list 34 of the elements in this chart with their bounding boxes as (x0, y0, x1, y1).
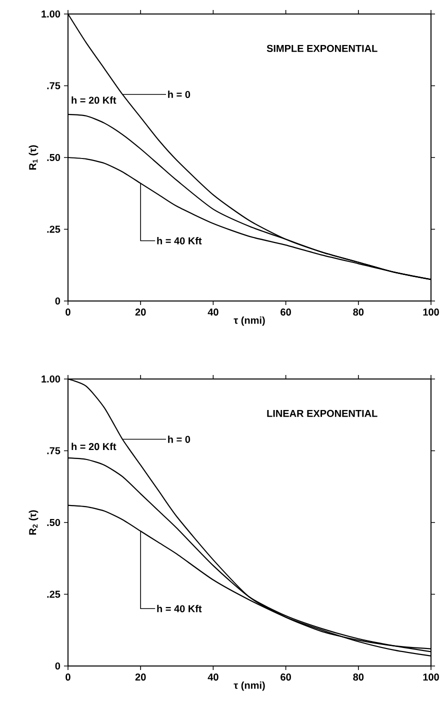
annotation: LINEAR EXPONENTIAL (267, 410, 378, 417)
annotation: SIMPLE EXPONENTIAL (266, 44, 378, 52)
x-tick-label: 80 (353, 674, 364, 681)
y-tick-label: .75 (47, 447, 60, 454)
y-tick-label: .50 (47, 518, 60, 526)
x-tick-label: 100 (423, 308, 439, 316)
y-tick-label: 1.00 (42, 10, 60, 18)
y-tick-label: 1.00 (42, 375, 60, 383)
y-axis-title: R$_{2}$ (τ) (28, 510, 38, 535)
x-tick-label: 20 (135, 674, 146, 681)
x-axis-title: τ (nmi) (234, 681, 265, 691)
x-tick-label: 20 (135, 308, 146, 316)
y-tick-label: .50 (47, 154, 60, 162)
legend-label: h = 0 (168, 436, 190, 443)
y-axis-title: R$_{1}$ (τ) (28, 145, 38, 170)
y-tick-label: .25 (47, 590, 60, 598)
series-label: h = 40 Kft (157, 237, 202, 244)
legend-label: h = 0 (168, 90, 190, 98)
x-tick-label: 0 (66, 308, 70, 316)
y-tick-label: .25 (47, 226, 60, 233)
y-tick-label: 0 (55, 297, 60, 305)
x-tick-label: 40 (208, 674, 218, 681)
x-tick-label: 40 (208, 308, 218, 316)
legend-label: h = 20 Kft (72, 442, 116, 450)
y-tick-label: .75 (47, 82, 60, 90)
y-tick-label: 0 (55, 662, 60, 670)
series-label: h = 20 Kft (72, 96, 116, 104)
x-tick-label: 60 (280, 674, 291, 681)
x-axis-title: τ (nmi) (234, 316, 265, 326)
x-tick-label: 0 (66, 674, 70, 681)
x-tick-label: 60 (280, 308, 291, 316)
x-tick-label: 100 (423, 674, 439, 681)
x-tick-label: 80 (353, 308, 364, 316)
text: h = 40 Kft (157, 604, 202, 612)
